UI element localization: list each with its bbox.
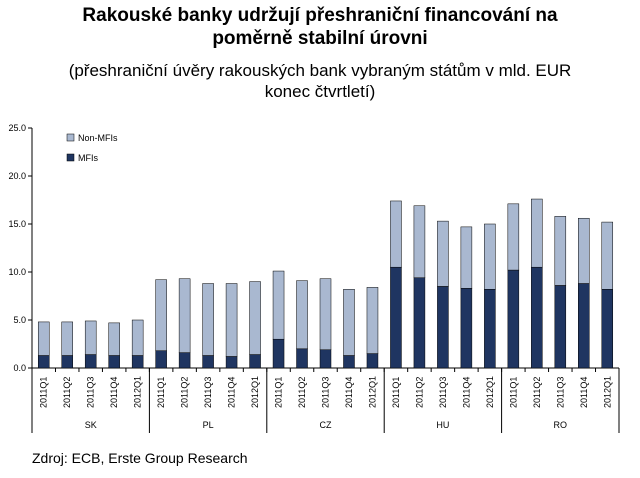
y-tick-label: 10.0 [8,267,26,277]
x-tick-label-quarter: 2012Q1 [133,376,143,408]
x-tick-label-quarter: 2011Q3 [321,377,331,408]
bar-non-mfis [155,279,167,351]
bar-non-mfis [484,223,496,290]
x-tick-label-quarter: 2011Q2 [297,377,307,408]
bar-non-mfis [578,217,590,284]
bar-non-mfis [390,200,402,268]
legend-swatch-mfis [66,153,75,162]
legend-label-mfis: MFIs [78,153,98,163]
bar-mfis [108,355,120,369]
x-tick-label-quarter: 2011Q1 [508,377,518,408]
x-tick-label-quarter: 2011Q4 [109,377,119,408]
bar-non-mfis [366,287,379,354]
chart-title-line-1: Rakouské banky udržují přeshraniční fina… [82,5,558,26]
x-tick-label-quarter: 2012Q1 [485,376,495,408]
x-tick-label-quarter: 2011Q4 [344,377,354,408]
bar-mfis [61,355,73,369]
bar-non-mfis [601,221,614,290]
x-tick-label-quarter: 2011Q2 [414,377,424,408]
x-tick-label-quarter: 2011Q3 [86,377,96,408]
bar-mfis [343,355,355,369]
x-tick-label-quarter: 2011Q4 [579,377,589,408]
x-tick-label-quarter: 2011Q1 [274,377,284,408]
bar-non-mfis [108,322,120,356]
x-group-label: HU [436,420,449,430]
bar-non-mfis [460,226,473,289]
x-tick-label-quarter: 2011Q4 [227,377,237,408]
chart-subtitle-line-1: (přeshraniční úvěry rakouských bank vybr… [68,61,572,80]
bar-mfis [578,283,590,369]
x-group-label: CZ [320,420,332,430]
x-tick-label-quarter: 2011Q2 [532,377,542,408]
bar-non-mfis [225,283,238,357]
bar-non-mfis [554,216,567,286]
bar-mfis [390,266,402,369]
y-tick-label: 0.0 [13,363,26,373]
bar-non-mfis [437,220,449,287]
x-tick-label-quarter: 2012Q1 [250,376,260,408]
bar-non-mfis [507,203,520,271]
x-tick-label-quarter: 2011Q1 [39,377,49,408]
x-tick-label-quarter: 2011Q3 [438,377,448,408]
x-tick-label-quarter: 2012Q1 [367,376,377,408]
bar-mfis [131,355,144,369]
y-tick-label: 15.0 [8,219,26,229]
bar-non-mfis [319,278,332,351]
stacked-bar-chart: 0.0 5.0 10.0 15.0 20.0 25.0 2011Q1 2011Q2 2011Q3… [8,123,620,433]
x-tick-label-quarter: 2011Q2 [180,377,190,408]
bar-non-mfis [178,278,191,353]
y-tick-label: 25.0 [8,123,26,133]
bar-mfis [225,356,238,369]
bar-non-mfis [249,281,261,355]
bar-non-mfis [272,270,285,340]
y-tick-label: 20.0 [8,171,26,181]
bar-mfis [84,354,97,369]
bar-non-mfis [296,280,308,350]
bar-non-mfis [61,321,73,356]
chart-title-line-2: poměrně stabilní úrovni [212,28,428,49]
chart-subtitle-line-2: konec čtvrtletí) [264,82,376,101]
x-tick-label-quarter: 2011Q4 [461,377,471,408]
x-tick-label-quarter: 2012Q1 [602,376,612,408]
bar-non-mfis [202,283,214,356]
x-group-label: RO [554,420,568,430]
bar-mfis [178,352,191,369]
x-group-label: PL [203,420,214,430]
bar-non-mfis [531,198,543,268]
x-tick-label-quarter: 2011Q1 [391,377,401,408]
bar-non-mfis [413,205,426,279]
bar-mfis [437,286,449,369]
bar-mfis [319,349,332,369]
bar-mfis [272,338,285,369]
chart-title: Rakouské banky udržují přeshraniční fina… [0,4,640,50]
x-tick-label-quarter: 2011Q1 [156,377,166,408]
bar-mfis [484,289,496,369]
bar-non-mfis [84,320,97,355]
source-note: Zdroj: ECB, Erste Group Research [32,450,248,466]
bar-mfis [366,353,379,369]
bar-non-mfis [131,319,144,356]
bar-mfis [554,285,567,369]
x-tick-label-quarter: 2011Q3 [203,377,213,408]
legend-swatch-non-mfis [66,133,75,142]
bar-mfis [37,355,50,369]
x-tick-label-quarter: 2011Q2 [62,377,72,408]
bar-mfis [601,289,614,369]
legend-label-non-mfis: Non-MFIs [78,133,118,143]
y-tick-label: 5.0 [13,315,26,325]
bar-non-mfis [37,321,50,356]
bar-mfis [507,269,520,369]
x-tick-label-quarter: 2011Q3 [555,377,565,408]
bar-mfis [413,277,426,369]
bar-mfis [460,288,473,369]
bar-mfis [249,354,261,369]
bar-non-mfis [343,289,355,356]
bar-mfis [296,348,308,369]
chart-subtitle: (přeshraniční úvěry rakouských bank vybr… [0,60,640,102]
x-group-label: SK [85,420,97,430]
bar-mfis [155,350,167,369]
bar-mfis [202,355,214,369]
bar-mfis [531,266,543,369]
